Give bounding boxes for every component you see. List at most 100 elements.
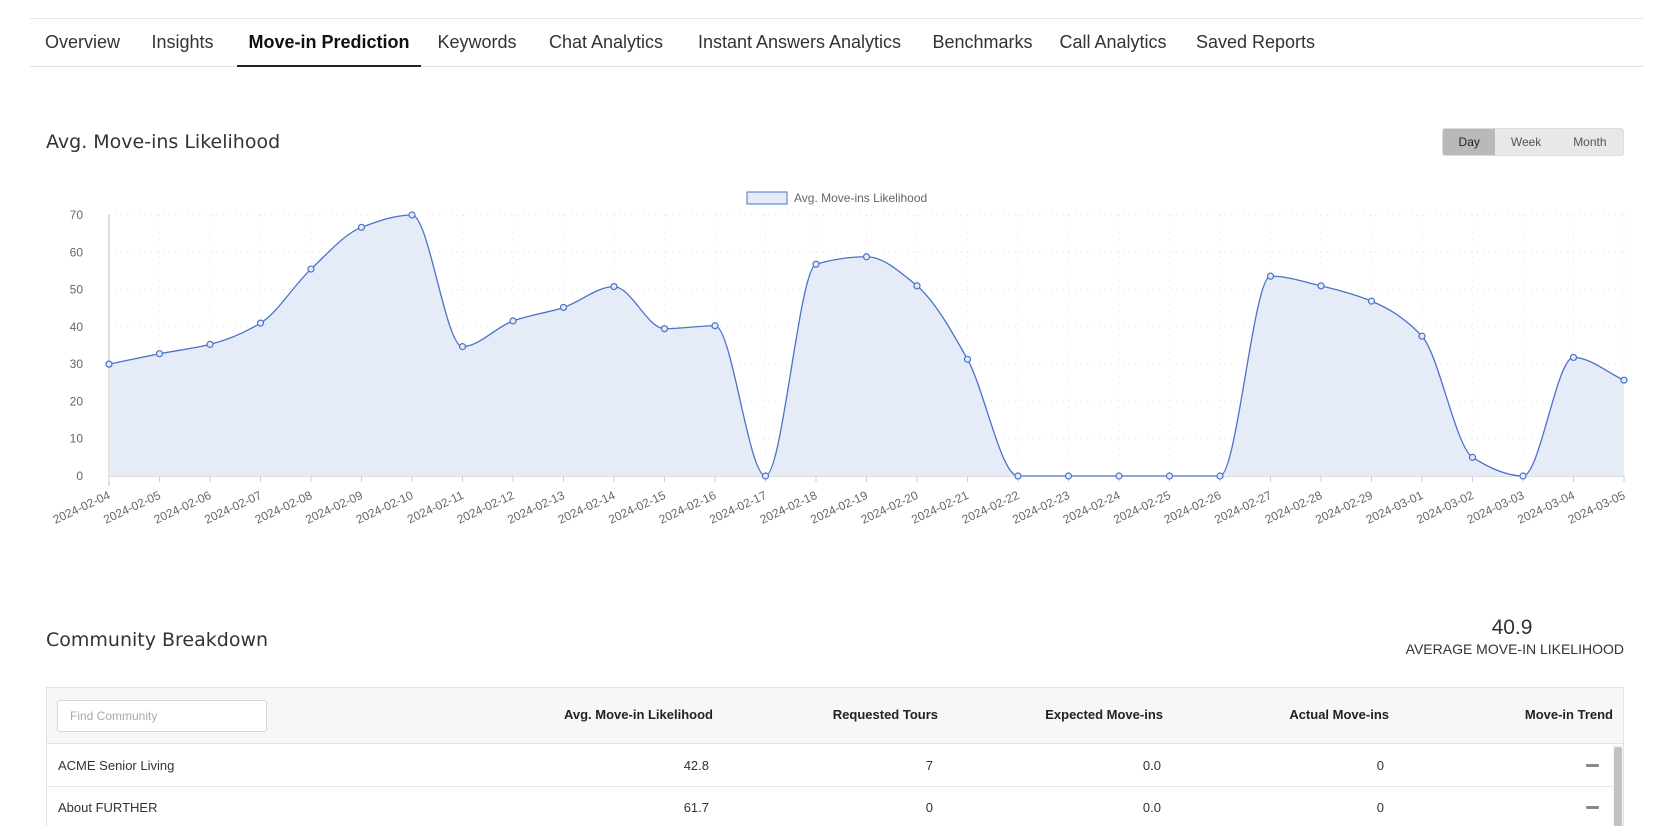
tours-cell: 0 xyxy=(925,800,933,815)
scrollbar-thumb[interactable] xyxy=(1614,747,1622,826)
tab-move-in-prediction[interactable]: Move-in Prediction xyxy=(237,19,421,67)
data-point xyxy=(1115,472,1123,480)
y-tick-label: 20 xyxy=(70,394,84,408)
tab-saved-reports[interactable]: Saved Reports xyxy=(1195,32,1316,52)
x-tick-label: 2024-03-02 xyxy=(1414,488,1476,527)
data-point xyxy=(1620,376,1628,384)
data-point xyxy=(1064,472,1073,480)
legend-label: Avg. Move-ins Likelihood xyxy=(794,191,927,205)
x-tick-label: 2024-02-27 xyxy=(1212,488,1274,527)
data-point xyxy=(1418,332,1426,340)
y-tick-label: 50 xyxy=(70,283,84,297)
data-point xyxy=(610,282,618,291)
data-point xyxy=(357,223,366,231)
actual-cell: 0 xyxy=(1376,758,1384,773)
data-point xyxy=(155,350,164,358)
x-tick-label: 2024-03-03 xyxy=(1465,488,1527,527)
x-tick-label: 2024-03-05 xyxy=(1566,488,1628,527)
tab-benchmarks[interactable]: Benchmarks xyxy=(932,32,1033,52)
x-tick-label: 2024-02-21 xyxy=(909,488,971,527)
x-tick-label: 2024-02-29 xyxy=(1313,488,1375,527)
data-point xyxy=(913,282,921,290)
x-tick-label: 2024-02-26 xyxy=(1162,488,1224,527)
community-title: Community Breakdown xyxy=(46,629,269,651)
actual-cell: 0 xyxy=(1376,800,1384,815)
column-actual-move-ins[interactable]: Actual Move-ins xyxy=(1289,707,1389,722)
data-point xyxy=(1216,472,1224,480)
data-point xyxy=(256,319,265,327)
data-point xyxy=(761,472,770,480)
y-tick-label: 30 xyxy=(70,357,84,371)
x-tick-label: 2024-02-23 xyxy=(1010,488,1072,527)
data-point xyxy=(711,322,719,330)
y-tick-label: 10 xyxy=(70,432,84,446)
x-tick-label: 2024-02-25 xyxy=(1111,488,1173,527)
average-likelihood-label: AVERAGE MOVE-IN LIKELIHOOD xyxy=(1405,641,1624,657)
community-name[interactable]: ACME Senior Living xyxy=(58,758,175,773)
range-month-button[interactable]: Month xyxy=(1573,135,1607,149)
x-tick-label: 2024-02-22 xyxy=(960,488,1022,527)
x-tick-label: 2024-03-01 xyxy=(1364,488,1426,527)
data-point xyxy=(559,303,568,312)
tab-instant-answers-analytics[interactable]: Instant Answers Analytics xyxy=(697,32,902,52)
tab-call-analytics[interactable]: Call Analytics xyxy=(1059,32,1167,52)
x-tick-label: 2024-03-04 xyxy=(1515,488,1577,527)
x-tick-label: 2024-02-08 xyxy=(253,488,315,527)
data-point xyxy=(307,265,315,273)
column-requested-tours[interactable]: Requested Tours xyxy=(832,707,938,722)
x-tick-label: 2024-02-04 xyxy=(51,488,113,527)
community-name[interactable]: About FURTHER xyxy=(58,800,158,815)
column-avg-likelihood[interactable]: Avg. Move-in Likelihood xyxy=(563,707,713,722)
x-tick-label: 2024-02-18 xyxy=(758,488,820,527)
likelihood-area-chart: 0102030405060702024-02-042024-02-052024-… xyxy=(51,191,1628,527)
x-tick-label: 2024-02-06 xyxy=(152,488,214,527)
table-header: Avg. Move-in Likelihood Requested Tours … xyxy=(47,688,1623,744)
tab-keywords[interactable]: Keywords xyxy=(437,32,517,52)
x-tick-label: 2024-02-24 xyxy=(1061,488,1123,527)
tab-chat-analytics[interactable]: Chat Analytics xyxy=(548,32,664,52)
data-point xyxy=(862,253,871,261)
data-point xyxy=(1165,472,1174,480)
tab-insights[interactable]: Insights xyxy=(151,32,214,52)
range-week-button[interactable]: Week xyxy=(1510,135,1542,149)
range-day-button[interactable]: Day xyxy=(1443,129,1496,155)
tab-overview[interactable]: Overview xyxy=(44,32,120,52)
average-likelihood-value: 40.9 xyxy=(1491,616,1533,639)
data-point xyxy=(458,343,467,351)
data-point xyxy=(206,340,214,348)
data-point xyxy=(1317,282,1325,290)
expected-cell: 0.0 xyxy=(1142,800,1161,815)
likelihood-cell: 61.7 xyxy=(683,800,709,815)
x-tick-label: 2024-02-10 xyxy=(354,488,416,527)
x-tick-label: 2024-02-09 xyxy=(303,488,365,527)
data-point xyxy=(408,211,416,219)
column-expected-move-ins[interactable]: Expected Move-ins xyxy=(1045,707,1163,722)
flat-trend-icon xyxy=(1586,806,1599,809)
table-row[interactable]: ACME Senior Living 42.8 7 0.0 0 xyxy=(47,745,1623,787)
x-tick-label: 2024-02-13 xyxy=(505,488,567,527)
data-point xyxy=(1266,272,1275,280)
y-tick-label: 40 xyxy=(70,320,84,334)
flat-trend-icon xyxy=(1586,764,1599,767)
legend-swatch xyxy=(746,191,788,205)
data-point xyxy=(963,355,972,363)
range-toggle: Day Week Month xyxy=(1442,128,1624,156)
table-row[interactable]: About FURTHER 61.7 0 0.0 0 xyxy=(47,787,1623,826)
x-tick-label: 2024-02-19 xyxy=(808,488,870,527)
data-point xyxy=(105,360,113,368)
x-tick-label: 2024-02-28 xyxy=(1263,488,1325,527)
data-point xyxy=(509,317,517,325)
x-tick-label: 2024-02-07 xyxy=(202,488,264,527)
data-point xyxy=(1519,472,1527,480)
expected-cell: 0.0 xyxy=(1142,758,1161,773)
x-tick-label: 2024-02-17 xyxy=(707,488,769,527)
y-tick-label: 0 xyxy=(76,469,83,483)
x-tick-label: 2024-02-05 xyxy=(101,488,163,527)
tours-cell: 7 xyxy=(925,758,933,773)
table-scrollbar[interactable] xyxy=(1613,745,1623,826)
find-community-input[interactable] xyxy=(57,700,267,732)
column-move-in-trend[interactable]: Move-in Trend xyxy=(1524,707,1613,722)
x-tick-label: 2024-02-16 xyxy=(657,488,719,527)
nav-tabs: Overview Insights Move-in Prediction Key… xyxy=(30,18,1643,67)
y-tick-label: 60 xyxy=(70,245,84,259)
